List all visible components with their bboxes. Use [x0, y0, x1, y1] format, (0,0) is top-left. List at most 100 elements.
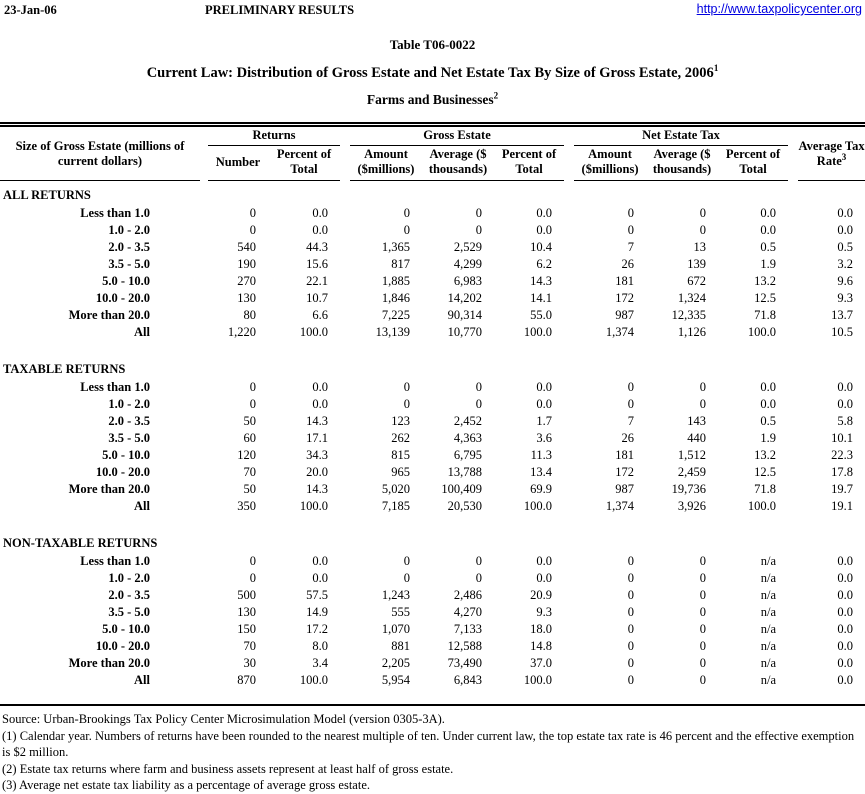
- table-cell: 3.6: [536, 431, 553, 445]
- table-cell: 26: [621, 431, 635, 445]
- column-gap: [200, 463, 208, 480]
- column-header-returns-percent: Percent of Total: [268, 145, 340, 181]
- table-cell: 123: [391, 414, 410, 428]
- column-gap: [564, 412, 574, 429]
- column-gap: [788, 429, 798, 446]
- table-cell: 13,788: [447, 465, 482, 479]
- table-cell: 6,983: [453, 274, 482, 288]
- table-cell: 0.0: [760, 380, 777, 394]
- column-gap: [340, 289, 350, 306]
- column-gap: [200, 569, 208, 586]
- column-gap: [564, 463, 574, 480]
- table-cell: 0.0: [312, 380, 328, 394]
- table-cell: 190: [237, 257, 256, 271]
- column-gap: [340, 569, 350, 586]
- table-cell: 555: [391, 605, 410, 619]
- column-gap: [564, 603, 574, 620]
- table-cell: 0.5: [760, 240, 777, 254]
- table-cell: 20,530: [447, 499, 482, 513]
- table-cell: 8.0: [312, 639, 328, 653]
- column-header-net-percent: Percent of Total: [718, 145, 789, 181]
- table-cell: 143: [687, 414, 707, 428]
- table-cell: 2,529: [453, 240, 482, 254]
- column-gap: [340, 306, 350, 323]
- column-gap: [564, 569, 574, 586]
- table-cell: 0: [699, 622, 707, 636]
- table-cell: 0.0: [312, 223, 328, 237]
- table-cell: 0: [699, 554, 707, 568]
- table-cell: 100.0: [747, 325, 777, 339]
- table-cell: 14.3: [306, 414, 328, 428]
- table-cell: 0: [699, 380, 707, 394]
- taxpolicycenter-link[interactable]: http://www.taxpolicycenter.org: [696, 2, 862, 16]
- table-cell: 12.5: [754, 465, 777, 479]
- column-gap: [788, 586, 798, 603]
- column-gap: [564, 238, 574, 255]
- footnote-ref-2: 2: [493, 90, 499, 101]
- column-gap: [340, 272, 350, 289]
- table-cell: 80: [243, 308, 257, 322]
- table-cell: 13,139: [375, 325, 410, 339]
- table-cell: 120: [237, 448, 256, 462]
- table-row: More than 20.0 50 14.3 5,020 100,409 69.9 987 1…: [0, 480, 865, 497]
- section-header-row: NON-TAXABLE RETURNS: [0, 514, 865, 552]
- table-row: 2.0 - 3.5 500 57.5 1,243 2,486 20.9 0 0 n/a 0.0: [0, 586, 865, 603]
- table-cell: 0: [699, 223, 707, 237]
- table-cell: 13.4: [530, 465, 553, 479]
- column-gap: [564, 255, 574, 272]
- column-gap: [200, 497, 208, 514]
- column-gap: [200, 552, 208, 569]
- table-cell: 14.1: [530, 291, 553, 305]
- table-cell: 22.3: [831, 448, 854, 462]
- table-cell: 2,205: [381, 656, 410, 670]
- table-row: 5.0 - 10.0 120 34.3 815 6,795 11.3 181 1,512 13.…: [0, 446, 865, 463]
- table-cell: 7,185: [381, 499, 410, 513]
- table-cell: 9.6: [837, 274, 854, 288]
- column-gap: [788, 289, 798, 306]
- table-cell: 0.0: [837, 673, 854, 687]
- column-gap: [200, 671, 208, 688]
- column-gap: [200, 446, 208, 463]
- column-gap: [788, 637, 798, 654]
- table-row: 3.5 - 5.0 60 17.1 262 4,363 3.6 26 440 1.9 10.1: [0, 429, 865, 446]
- table-subtitle-text: Farms and Businesses: [366, 92, 494, 107]
- column-gap: [564, 323, 574, 340]
- table-cell: 1,365: [381, 240, 410, 254]
- table-cell: 5,954: [381, 673, 410, 687]
- table-cell: 14,202: [447, 291, 482, 305]
- column-gap: [340, 654, 350, 671]
- table-cell: 6.2: [536, 257, 553, 271]
- table-cell: 0: [627, 223, 635, 237]
- column-gap: [788, 255, 798, 272]
- group-header-net-estate-tax: Net Estate Tax: [574, 124, 789, 146]
- column-gap: [564, 378, 574, 395]
- estate-tax-table: Size of Gross Estate (millions of curren…: [0, 122, 865, 688]
- column-gap: [340, 552, 350, 569]
- column-gap: [788, 323, 798, 340]
- footnote-ref-3: 3: [841, 151, 847, 162]
- table-cell: 0: [403, 571, 410, 585]
- table-cell: 0: [249, 397, 256, 411]
- table-row: Less than 1.0 0 0.0 0 0 0.0 0 0 0.0 0.0: [0, 204, 865, 221]
- column-gap: [564, 586, 574, 603]
- table-cell: 0.0: [760, 206, 777, 220]
- row-label: All: [134, 499, 150, 513]
- date-label: 23-Jan-06: [4, 3, 57, 17]
- table-cell: 0: [627, 397, 635, 411]
- table-cell: 0: [403, 397, 410, 411]
- table-row: 1.0 - 2.0 0 0.0 0 0 0.0 0 0 n/a 0.0: [0, 569, 865, 586]
- column-gap: [200, 378, 208, 395]
- column-gap: [564, 429, 574, 446]
- footnote-line: Source: Urban-Brookings Tax Policy Cente…: [2, 712, 445, 726]
- row-label: 10.0 - 20.0: [95, 291, 150, 305]
- table-row: 5.0 - 10.0 270 22.1 1,885 6,983 14.3 181 672 13.…: [0, 272, 865, 289]
- column-gap: [340, 637, 350, 654]
- table-title-text: Current Law: Distribution of Gross Estat…: [146, 65, 714, 81]
- table-cell: 69.9: [530, 482, 553, 496]
- column-gap: [788, 306, 798, 323]
- column-gap: [340, 395, 350, 412]
- table-cell: 4,270: [453, 605, 482, 619]
- column-gap: [564, 497, 574, 514]
- column-gap: [200, 221, 208, 238]
- table-cell: 90,314: [447, 308, 482, 322]
